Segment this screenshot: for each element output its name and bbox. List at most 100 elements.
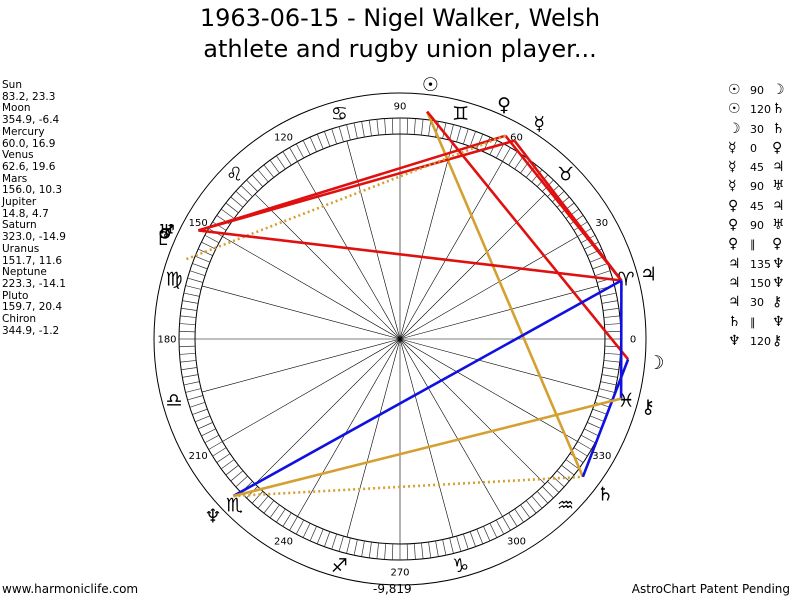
degree-label: 300 xyxy=(507,536,526,547)
degree-tick xyxy=(601,374,618,378)
degree-tick xyxy=(338,126,344,143)
zodiac-sign-glyph: ♎ xyxy=(165,390,182,412)
aspect-type: 135 xyxy=(750,257,771,271)
degree-tick xyxy=(230,470,244,482)
chart-title-line-2: athlete and rugby union player... xyxy=(203,35,597,63)
degree-tick xyxy=(353,122,358,139)
degree-tick xyxy=(182,300,199,304)
patent-notice: AstroChart Patent Pending xyxy=(631,582,790,596)
aspect-type: ∥ xyxy=(750,238,756,252)
degree-tick xyxy=(269,160,280,174)
degree-tick xyxy=(295,519,305,535)
aspect-row: ☉ 120 ♄ xyxy=(728,99,800,118)
aspect-planet-2: ♀ xyxy=(772,236,783,253)
degree-tick xyxy=(476,133,484,150)
aspect-planet-2: ♅ xyxy=(772,178,785,195)
degree-tick xyxy=(592,263,608,270)
aspect-planet-2: ♃ xyxy=(772,197,785,214)
degree-tick xyxy=(208,441,223,450)
degree-tick xyxy=(235,190,248,203)
degree-tick xyxy=(182,374,199,378)
degree-label: 240 xyxy=(274,536,293,547)
zodiac-sign-glyph: ♏ xyxy=(226,494,243,516)
degree-tick xyxy=(212,221,227,231)
aspect-planet-2: ♆ xyxy=(772,255,785,272)
degree-tick xyxy=(442,122,447,139)
website-link[interactable]: www.harmoniclife.com xyxy=(2,582,139,596)
degree-tick xyxy=(263,500,275,514)
degree-tick xyxy=(221,208,235,219)
degree-tick xyxy=(204,234,220,244)
degree-tick xyxy=(201,428,216,437)
aspect-type: 90 xyxy=(750,84,764,97)
sector-spoke xyxy=(201,285,401,340)
degree-tick xyxy=(600,381,617,386)
sector-spoke xyxy=(399,338,578,442)
degree-tick xyxy=(604,323,621,326)
degree-tick xyxy=(179,330,196,333)
aspect-type: ∥ xyxy=(750,315,756,329)
aspect-line xyxy=(198,229,622,282)
degree-tick xyxy=(584,428,599,437)
degree-tick xyxy=(577,441,592,450)
degree-tick xyxy=(584,241,599,250)
degree-tick xyxy=(302,523,311,538)
planet-glyph-mars: ♂ xyxy=(158,222,175,244)
degree-tick xyxy=(573,447,588,457)
planet-name-jupiter: Jupiter xyxy=(2,196,37,209)
planet-coords-pluto: 159.7, 20.4 xyxy=(2,301,63,314)
degree-tick xyxy=(594,402,611,408)
aspect-line xyxy=(233,397,622,498)
degree-tick xyxy=(269,504,280,518)
center-value: -9,819 xyxy=(373,582,412,596)
degree-tick xyxy=(489,523,498,538)
chart-title-line-1: 1963-06-15 - Nigel Walker, Welsh xyxy=(199,4,601,32)
sector-spoke xyxy=(399,338,599,393)
aspect-planet-2: ♄ xyxy=(772,101,785,118)
degree-label: 330 xyxy=(592,451,611,462)
degree-tick xyxy=(289,147,298,162)
planet-name-moon: Moon xyxy=(2,102,31,115)
degree-tick xyxy=(569,453,584,463)
aspect-planet-2: ♃ xyxy=(772,159,785,176)
sector-spoke xyxy=(222,338,401,442)
planet-name-mercury: Mercury xyxy=(2,125,45,138)
sector-spoke xyxy=(399,140,454,340)
sector-spoke xyxy=(399,338,503,517)
zodiac-sign-glyph: ♑ xyxy=(452,555,469,577)
aspect-type: 120 xyxy=(750,334,771,348)
degree-tick xyxy=(179,345,196,348)
degree-tick xyxy=(520,504,531,518)
planet-name-chiron: Chiron xyxy=(2,313,37,326)
planet-glyph-jupiter: ♃ xyxy=(640,263,657,285)
degree-tick xyxy=(309,526,317,542)
aspect-row: ♃ 30 ⚷ xyxy=(728,292,800,311)
degree-tick xyxy=(246,179,258,192)
aspect-planet-1: ♃ xyxy=(728,255,741,272)
planet-glyph-saturn: ♄ xyxy=(597,484,614,506)
degree-tick xyxy=(276,508,286,523)
aspect-row: ♃ 135 ♆ xyxy=(728,254,800,273)
planet-coords-sun: 83.2, 23.3 xyxy=(2,90,56,103)
aspect-line xyxy=(581,358,630,478)
sector-spoke xyxy=(254,193,401,340)
aspect-type: 120 xyxy=(750,103,771,117)
aspect-planet-1: ♀ xyxy=(728,236,739,253)
planet-coords-neptune: 223.3, -14.1 xyxy=(2,277,66,290)
degree-tick xyxy=(194,255,211,263)
degree-tick xyxy=(331,128,337,145)
degree-tick xyxy=(495,143,505,159)
degree-tick xyxy=(442,539,447,556)
aspect-line xyxy=(232,279,623,498)
degree-tick xyxy=(435,540,439,557)
planet-coords-chiron: 344.9, -1.2 xyxy=(2,324,60,337)
planet-glyph-venus: ♀ xyxy=(497,94,511,116)
degree-tick xyxy=(384,543,387,560)
degree-tick xyxy=(600,292,617,297)
planet-glyph-mercury: ☿ xyxy=(533,113,545,135)
degree-tick xyxy=(225,464,239,476)
degree-tick xyxy=(598,388,615,393)
degree-tick xyxy=(368,541,372,558)
degree-label: 270 xyxy=(390,568,409,579)
aspect-line xyxy=(184,134,506,261)
